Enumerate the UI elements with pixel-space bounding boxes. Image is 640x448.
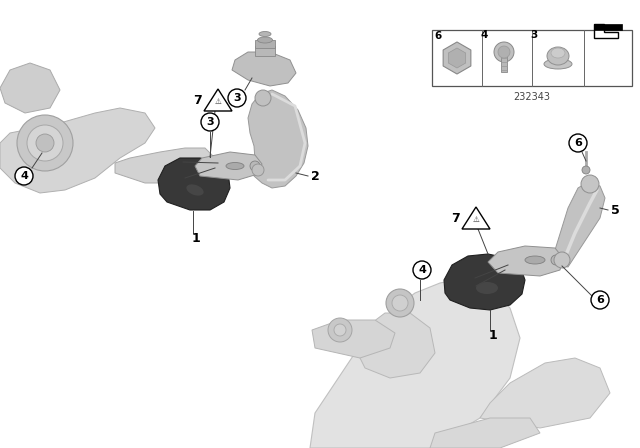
Circle shape xyxy=(582,166,590,174)
Text: 7: 7 xyxy=(194,94,202,107)
Ellipse shape xyxy=(257,37,273,43)
Text: 232343: 232343 xyxy=(513,92,550,102)
Text: ⚠: ⚠ xyxy=(472,215,479,224)
Circle shape xyxy=(498,46,510,58)
Bar xyxy=(255,40,275,48)
Text: 1: 1 xyxy=(488,328,497,341)
Text: 3: 3 xyxy=(233,93,241,103)
Text: 5: 5 xyxy=(611,203,620,216)
Circle shape xyxy=(551,255,561,265)
Polygon shape xyxy=(594,24,618,38)
Text: 4: 4 xyxy=(418,265,426,275)
Polygon shape xyxy=(310,278,520,448)
Polygon shape xyxy=(355,313,435,378)
Ellipse shape xyxy=(551,48,565,58)
Circle shape xyxy=(494,42,514,62)
Circle shape xyxy=(569,134,587,152)
Polygon shape xyxy=(430,418,540,448)
Text: 1: 1 xyxy=(191,232,200,245)
Ellipse shape xyxy=(259,31,271,36)
Circle shape xyxy=(581,175,599,193)
Text: 6: 6 xyxy=(435,31,442,41)
Ellipse shape xyxy=(525,256,545,264)
Text: 6: 6 xyxy=(596,295,604,305)
Text: 2: 2 xyxy=(310,169,319,182)
Polygon shape xyxy=(462,207,490,229)
Circle shape xyxy=(252,164,264,176)
Ellipse shape xyxy=(476,282,498,294)
Text: 4: 4 xyxy=(20,171,28,181)
Bar xyxy=(594,24,622,30)
Circle shape xyxy=(255,90,271,106)
Bar xyxy=(255,46,275,56)
Bar xyxy=(432,30,632,86)
Circle shape xyxy=(36,134,54,152)
Polygon shape xyxy=(480,358,610,428)
Ellipse shape xyxy=(186,185,204,196)
Ellipse shape xyxy=(544,59,572,69)
Polygon shape xyxy=(232,52,296,86)
Polygon shape xyxy=(195,152,262,180)
Circle shape xyxy=(386,289,414,317)
Circle shape xyxy=(17,115,73,171)
Polygon shape xyxy=(158,158,230,210)
Circle shape xyxy=(392,295,408,311)
Text: 3: 3 xyxy=(531,30,538,40)
Circle shape xyxy=(15,167,33,185)
Circle shape xyxy=(201,113,219,131)
Polygon shape xyxy=(444,254,525,310)
Circle shape xyxy=(591,291,609,309)
Polygon shape xyxy=(552,182,605,267)
Polygon shape xyxy=(0,108,155,193)
Circle shape xyxy=(250,161,260,171)
Text: ⚠: ⚠ xyxy=(214,96,221,105)
Text: 6: 6 xyxy=(574,138,582,148)
Circle shape xyxy=(228,89,246,107)
Polygon shape xyxy=(0,63,60,113)
Text: 4: 4 xyxy=(480,30,488,40)
Polygon shape xyxy=(115,148,215,183)
Polygon shape xyxy=(488,246,563,276)
Text: 3: 3 xyxy=(206,117,214,127)
Circle shape xyxy=(554,252,570,268)
Bar xyxy=(501,52,507,72)
Ellipse shape xyxy=(547,47,569,65)
Circle shape xyxy=(328,318,352,342)
Polygon shape xyxy=(248,90,308,188)
Circle shape xyxy=(413,261,431,279)
Polygon shape xyxy=(312,320,395,358)
Ellipse shape xyxy=(226,163,244,169)
Circle shape xyxy=(334,324,346,336)
Text: 7: 7 xyxy=(452,211,460,224)
Circle shape xyxy=(27,125,63,161)
Polygon shape xyxy=(204,89,232,111)
